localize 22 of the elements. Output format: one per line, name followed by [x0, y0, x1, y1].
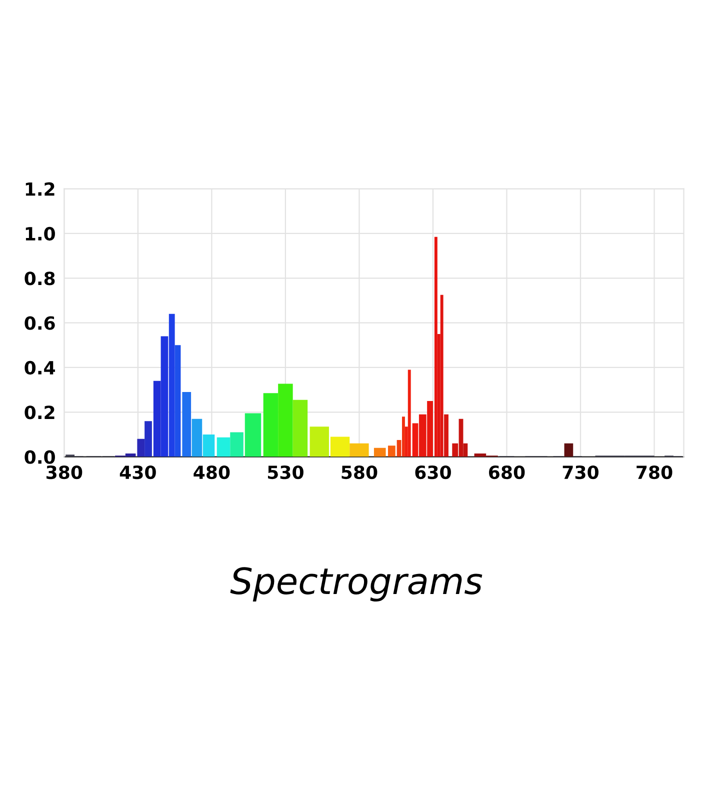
bar [182, 392, 192, 457]
y-tick-label: 0.4 [24, 360, 56, 375]
y-tick-label: 0.2 [24, 406, 54, 420]
y-tick-label: 0.6 [24, 316, 55, 330]
x-tick-label: 580 [342, 465, 378, 480]
x-tick-label: 480 [194, 465, 230, 480]
y-tick-label: 0.8 [24, 272, 55, 286]
y-tick-label: 0.0 [24, 450, 55, 464]
text: Spectrograms [230, 567, 482, 602]
bar [388, 446, 396, 457]
x-tick-label: 530 [268, 465, 304, 480]
bar [564, 443, 574, 457]
x-tick-label: 730 [562, 465, 598, 480]
x-tick-label: 680 [489, 465, 525, 480]
x-tick-label: 430 [120, 465, 156, 480]
x-tick-label: 780 [636, 465, 672, 480]
x-tick-label: 630 [415, 465, 451, 480]
bar [137, 438, 145, 457]
bar [192, 418, 202, 457]
y-tick-label: 1.0 [26, 226, 55, 241]
x-tick-label: 380 [46, 465, 82, 480]
y-tick-label: 1.2 [26, 182, 54, 196]
